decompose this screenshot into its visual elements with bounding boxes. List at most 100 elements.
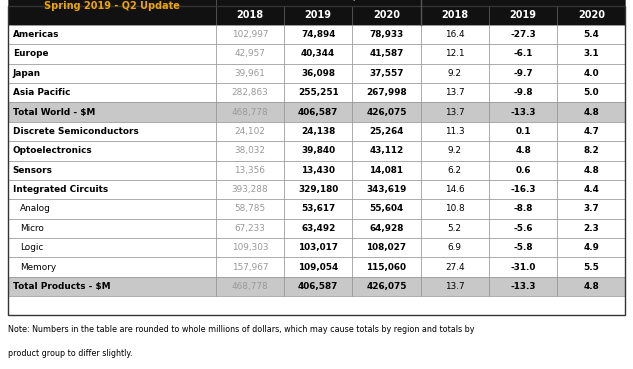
Bar: [420, 83, 489, 102]
Text: Year on Year Growth in %: Year on Year Growth in %: [453, 0, 592, 1]
Text: 343,619: 343,619: [367, 185, 406, 194]
Bar: [420, 141, 489, 161]
Text: Logic: Logic: [20, 243, 44, 252]
Text: 4.0: 4.0: [584, 69, 599, 78]
Text: 14.6: 14.6: [445, 185, 465, 194]
Bar: [420, 122, 489, 141]
Bar: [8, 141, 216, 161]
Text: 4.9: 4.9: [584, 243, 599, 252]
Bar: [216, 63, 284, 83]
Text: 12.1: 12.1: [445, 49, 465, 58]
Bar: [216, 0, 420, 6]
Bar: [489, 63, 557, 83]
Text: 64,928: 64,928: [369, 224, 404, 233]
Text: 4.8: 4.8: [584, 282, 599, 291]
Bar: [557, 103, 625, 122]
Bar: [557, 122, 625, 141]
Bar: [353, 218, 420, 238]
Text: 2.3: 2.3: [584, 224, 599, 233]
Bar: [216, 180, 284, 199]
Bar: [284, 199, 353, 218]
Bar: [557, 199, 625, 218]
Text: 42,957: 42,957: [234, 49, 265, 58]
Text: 40,344: 40,344: [301, 49, 335, 58]
Bar: [284, 44, 353, 63]
Text: 2020: 2020: [578, 10, 605, 20]
Text: 6.9: 6.9: [448, 243, 461, 252]
Bar: [489, 258, 557, 277]
Text: 2020: 2020: [373, 10, 400, 20]
Text: 39,840: 39,840: [301, 146, 335, 155]
Text: -9.8: -9.8: [513, 88, 533, 97]
Text: -5.6: -5.6: [513, 224, 533, 233]
Bar: [353, 277, 420, 296]
Bar: [353, 199, 420, 218]
Bar: [557, 277, 625, 296]
Text: 157,967: 157,967: [232, 263, 268, 272]
Text: 4.8: 4.8: [584, 166, 599, 175]
Text: 426,075: 426,075: [367, 282, 407, 291]
Text: Micro: Micro: [20, 224, 44, 233]
Text: 39,961: 39,961: [234, 69, 265, 78]
Text: 4.4: 4.4: [584, 185, 599, 194]
Bar: [8, 83, 216, 102]
Text: Spring 2019 - Q2 Update: Spring 2019 - Q2 Update: [44, 0, 180, 11]
Bar: [8, 44, 216, 63]
Text: -8.8: -8.8: [513, 204, 533, 213]
Bar: [353, 25, 420, 44]
Bar: [8, 199, 216, 218]
Text: 13.7: 13.7: [445, 282, 465, 291]
Text: Total World - $M: Total World - $M: [13, 108, 95, 117]
Bar: [8, 238, 216, 258]
Text: 115,060: 115,060: [367, 263, 406, 272]
Text: Integrated Circuits: Integrated Circuits: [13, 185, 108, 194]
Text: 406,587: 406,587: [298, 108, 339, 117]
Bar: [284, 6, 353, 25]
Bar: [216, 83, 284, 102]
Text: Analog: Analog: [20, 204, 51, 213]
Text: -13.3: -13.3: [510, 108, 536, 117]
Bar: [284, 83, 353, 102]
Bar: [557, 83, 625, 102]
Bar: [420, 161, 489, 180]
Text: 3.7: 3.7: [584, 204, 599, 213]
Bar: [284, 122, 353, 141]
Bar: [489, 103, 557, 122]
Bar: [353, 258, 420, 277]
Text: 108,027: 108,027: [367, 243, 406, 252]
Bar: [489, 161, 557, 180]
Bar: [216, 103, 284, 122]
Bar: [284, 218, 353, 238]
Bar: [353, 63, 420, 83]
Bar: [489, 141, 557, 161]
Text: 37,557: 37,557: [369, 69, 404, 78]
Text: -6.1: -6.1: [513, 49, 533, 58]
Text: 41,587: 41,587: [369, 49, 404, 58]
Bar: [420, 180, 489, 199]
Bar: [420, 238, 489, 258]
Text: 13.7: 13.7: [445, 88, 465, 97]
Bar: [489, 6, 557, 25]
Bar: [284, 161, 353, 180]
Bar: [420, 218, 489, 238]
Text: 468,778: 468,778: [232, 108, 268, 117]
Bar: [353, 83, 420, 102]
Bar: [216, 199, 284, 218]
Bar: [284, 277, 353, 296]
Bar: [284, 63, 353, 83]
Text: 109,303: 109,303: [232, 243, 268, 252]
Text: 13.7: 13.7: [445, 108, 465, 117]
Bar: [353, 6, 420, 25]
Text: 0.6: 0.6: [515, 166, 530, 175]
Text: 9.2: 9.2: [448, 69, 461, 78]
Text: 4.7: 4.7: [584, 127, 599, 136]
Text: 27.4: 27.4: [445, 263, 465, 272]
Text: Optoelectronics: Optoelectronics: [13, 146, 92, 155]
Text: 63,492: 63,492: [301, 224, 335, 233]
Text: 36,098: 36,098: [301, 69, 335, 78]
Bar: [557, 180, 625, 199]
Bar: [284, 25, 353, 44]
Text: Memory: Memory: [20, 263, 56, 272]
Bar: [8, 218, 216, 238]
Text: Amounts in US$M: Amounts in US$M: [270, 0, 367, 1]
